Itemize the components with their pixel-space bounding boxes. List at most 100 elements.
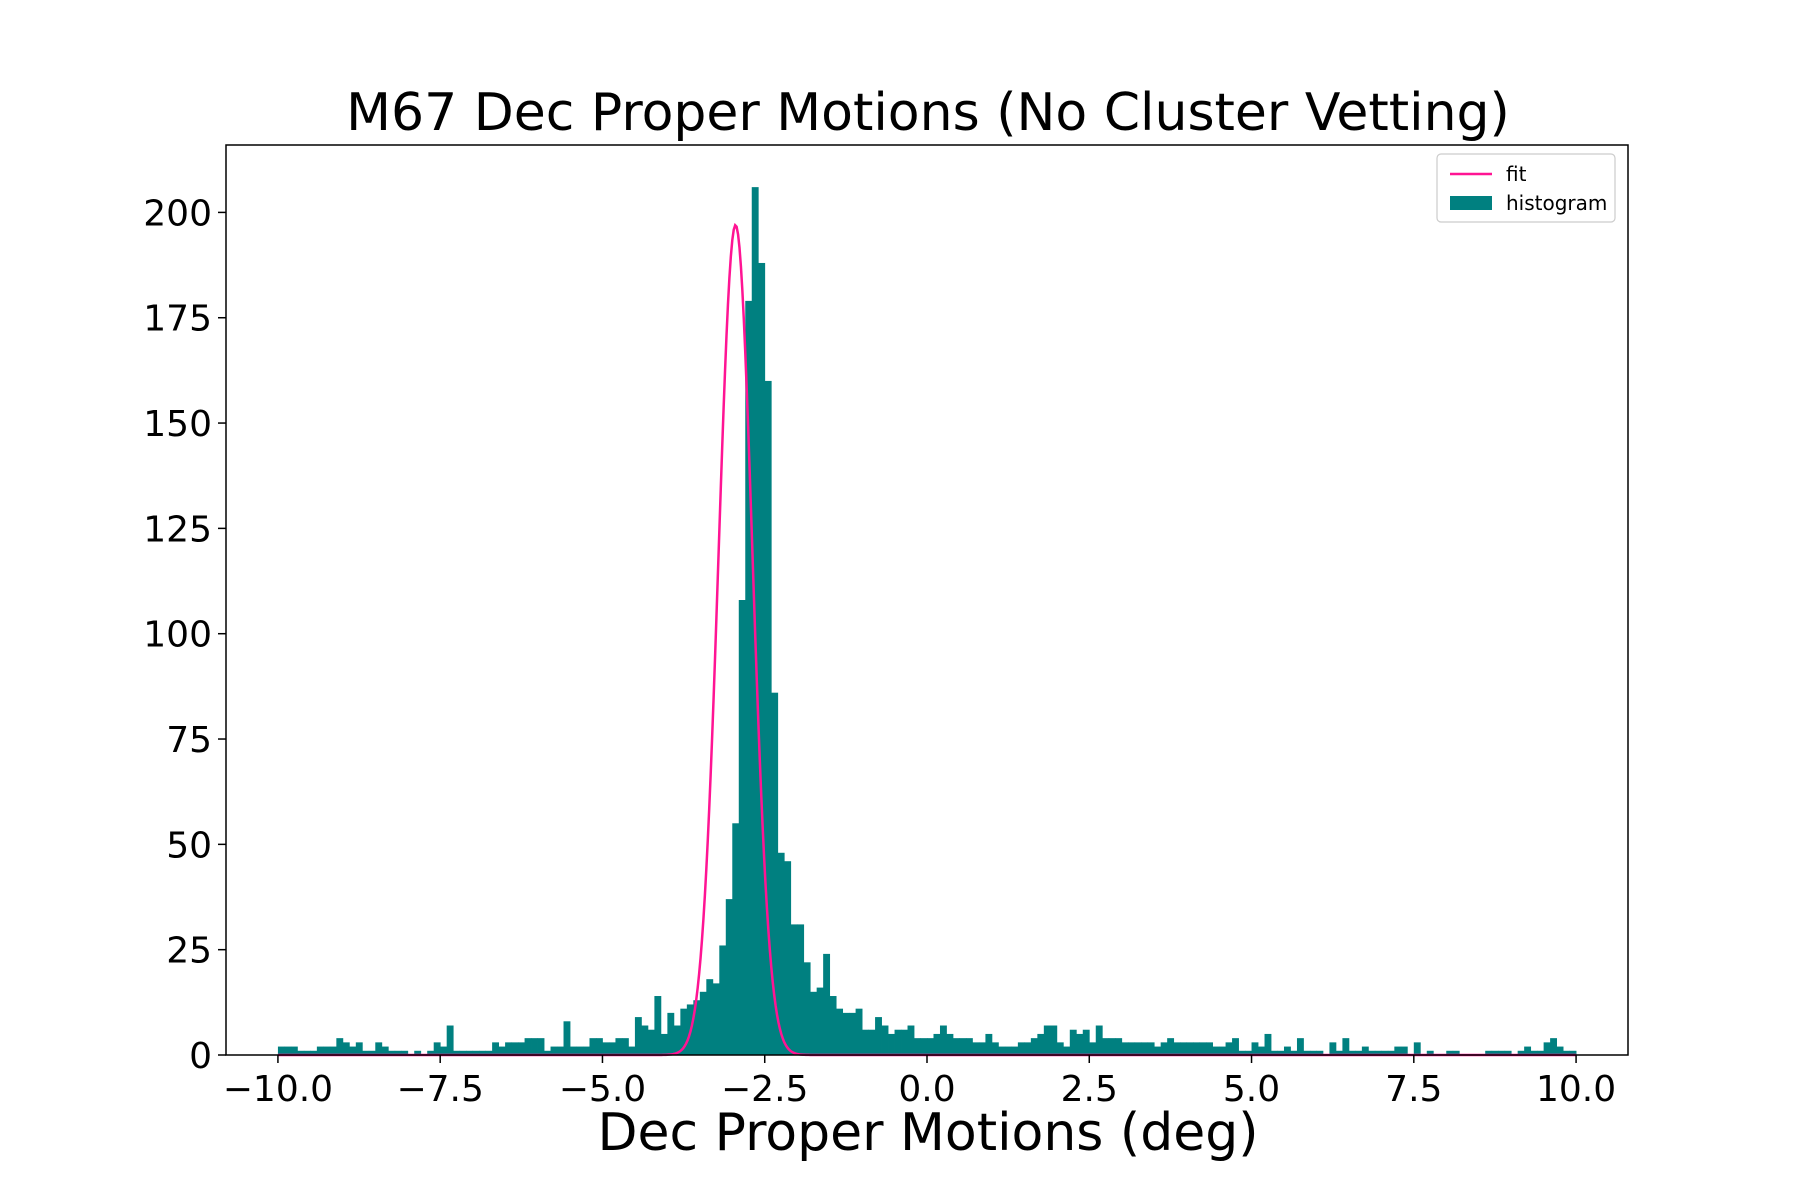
histogram-bar xyxy=(277,1046,285,1055)
histogram-bar xyxy=(823,953,831,1055)
histogram-bar xyxy=(1374,1050,1382,1055)
histogram-bar xyxy=(1245,1050,1252,1055)
histogram-bar xyxy=(1381,1050,1389,1055)
histogram-bar xyxy=(1063,1046,1071,1055)
histogram-bar xyxy=(427,1050,435,1055)
histogram-bar xyxy=(985,1033,993,1055)
histogram-bar xyxy=(1193,1042,1201,1055)
histogram-bar xyxy=(959,1038,967,1055)
histogram-bar xyxy=(991,1042,999,1055)
histogram-bar xyxy=(771,692,779,1055)
histogram-bar xyxy=(1251,1042,1259,1055)
histogram-bar xyxy=(1283,1046,1291,1055)
histogram-bar xyxy=(725,899,733,1055)
histogram-bar xyxy=(1173,1042,1181,1055)
histogram-bar xyxy=(1355,1050,1363,1055)
histogram-bar xyxy=(803,962,811,1055)
histogram-bar xyxy=(738,600,746,1055)
histogram-bar xyxy=(920,1038,928,1055)
histogram-bar xyxy=(907,1025,915,1055)
histogram-bar xyxy=(1011,1046,1019,1055)
histogram-bar xyxy=(998,1046,1006,1055)
x-axis-label: Dec Proper Motions (deg) xyxy=(597,1103,1258,1163)
histogram-bar xyxy=(1069,1029,1077,1055)
histogram-bar xyxy=(1180,1042,1188,1055)
y-tick-label: 175 xyxy=(143,299,212,340)
histogram-bar xyxy=(1258,1046,1265,1055)
histogram-bar xyxy=(790,924,798,1055)
histogram-bar xyxy=(764,380,772,1056)
histogram-bar xyxy=(1219,1046,1226,1055)
histogram-bar xyxy=(1426,1050,1434,1055)
histogram-bar xyxy=(836,1008,844,1055)
histogram-bar xyxy=(621,1038,629,1055)
histogram-bar xyxy=(1206,1042,1213,1055)
histogram-bar xyxy=(479,1050,487,1055)
histogram-bar xyxy=(375,1042,383,1055)
histogram-bar xyxy=(927,1038,934,1055)
histogram-bar xyxy=(1199,1042,1207,1055)
histogram-bar xyxy=(641,1025,649,1055)
histogram-bar xyxy=(440,1046,448,1055)
histogram-bar xyxy=(939,1025,947,1055)
histogram-bar xyxy=(1368,1050,1376,1055)
fit-curve xyxy=(277,222,1577,1057)
y-tick-label: 0 xyxy=(189,1036,212,1077)
histogram-bar xyxy=(842,1012,850,1055)
histogram-bar xyxy=(849,1012,857,1055)
histogram-bar xyxy=(329,1046,337,1055)
histogram-bar xyxy=(634,1017,642,1055)
histogram-bar xyxy=(472,1050,480,1055)
histogram-bar xyxy=(706,979,714,1055)
histogram-bar xyxy=(1225,1042,1233,1055)
histogram-bar xyxy=(570,1046,577,1055)
histogram-bar xyxy=(323,1046,331,1055)
y-tick-label: 75 xyxy=(166,720,212,761)
histogram-bar xyxy=(284,1046,292,1055)
y-axis-ticks: 0 25 50 75 100 125 150 175 200 xyxy=(143,193,226,1077)
histogram-bar xyxy=(1387,1050,1395,1055)
histogram-bar xyxy=(1076,1033,1084,1055)
histogram-bar xyxy=(615,1038,623,1055)
histogram-bar xyxy=(537,1038,545,1055)
legend-histogram-swatch xyxy=(1450,196,1492,210)
histogram-bar xyxy=(1329,1042,1337,1055)
x-tick-label: −10.0 xyxy=(223,1069,333,1110)
histogram-bar xyxy=(1024,1042,1032,1055)
x-tick-label: 2.5 xyxy=(1061,1069,1118,1110)
histogram-bar xyxy=(901,1029,908,1055)
histogram-bar xyxy=(1128,1042,1136,1055)
chart-title: M67 Dec Proper Motions (No Cluster Vetti… xyxy=(346,83,1510,143)
histogram-bar xyxy=(1134,1042,1142,1055)
histogram-bar xyxy=(628,1046,636,1055)
histogram-bar xyxy=(1303,1050,1311,1055)
x-tick-label: 10.0 xyxy=(1536,1069,1616,1110)
histogram-bar xyxy=(914,1038,921,1055)
legend-fit-label: fit xyxy=(1506,162,1527,186)
y-tick-label: 150 xyxy=(143,404,212,445)
histogram-bar xyxy=(1530,1050,1538,1055)
histogram-bar xyxy=(888,1033,895,1055)
histogram-bar xyxy=(1543,1042,1551,1055)
histogram-bar xyxy=(1316,1050,1324,1055)
histogram-bar xyxy=(1361,1046,1369,1055)
histogram-bar xyxy=(1277,1050,1285,1055)
histogram-bar xyxy=(1154,1046,1162,1055)
histogram-bar xyxy=(1186,1042,1194,1055)
histogram-bar xyxy=(699,991,707,1055)
y-tick-label: 100 xyxy=(143,615,212,656)
histogram-bar xyxy=(1296,1038,1304,1055)
histogram-bar xyxy=(1452,1050,1460,1055)
histogram-bar xyxy=(310,1050,318,1055)
histogram-bar xyxy=(647,1029,655,1055)
histogram-bar xyxy=(608,1042,616,1055)
histogram-bar xyxy=(414,1050,422,1055)
histogram-bar xyxy=(511,1042,519,1055)
histogram-bar xyxy=(582,1046,590,1055)
histogram-bar xyxy=(1037,1033,1045,1055)
histogram-bar xyxy=(1095,1025,1103,1055)
histogram-bar xyxy=(693,1000,701,1055)
histogram-bar xyxy=(401,1050,409,1055)
histogram-bar xyxy=(1089,1042,1097,1055)
y-tick-label: 50 xyxy=(166,825,212,866)
